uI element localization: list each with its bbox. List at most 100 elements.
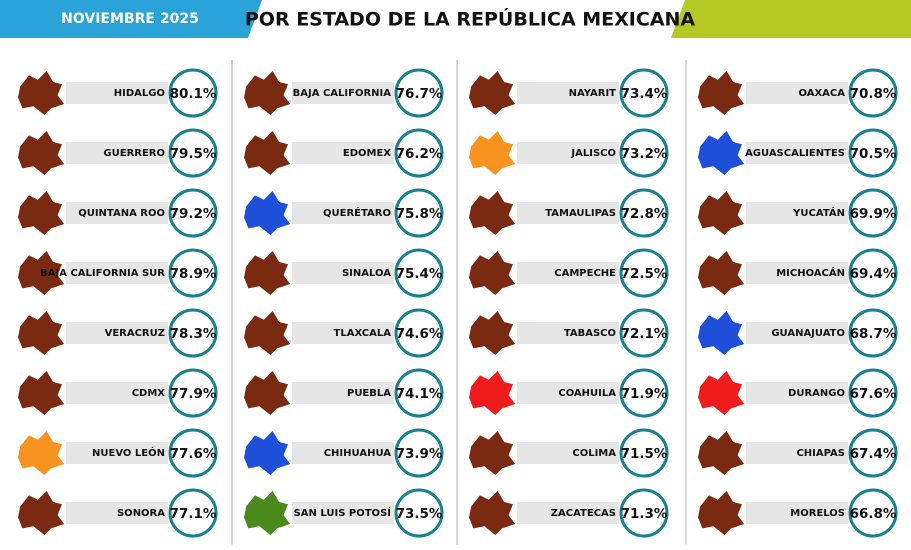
- state-name: SONORA: [117, 508, 165, 519]
- label-bar: [292, 442, 394, 464]
- value-circle: [848, 368, 898, 418]
- state-shape: [18, 131, 65, 175]
- state-name: MICHOACÁN: [776, 266, 845, 279]
- state-value: 68.7%: [850, 326, 897, 342]
- state-value: 73.2%: [621, 146, 668, 162]
- label-bar: [517, 262, 619, 284]
- label-bar: [746, 142, 848, 164]
- label-bar: [746, 82, 848, 104]
- state-name: AGUASCALIENTES: [745, 148, 845, 159]
- state-shape: [244, 131, 291, 175]
- label-bar: [746, 502, 848, 524]
- state-value: 77.6%: [170, 446, 217, 462]
- state-value: 72.8%: [621, 206, 668, 222]
- state-value: 74.6%: [396, 326, 443, 342]
- state-shape: [698, 191, 745, 235]
- state-shape: [244, 251, 291, 295]
- label-bar: [66, 82, 168, 104]
- state-shape: [18, 191, 65, 235]
- label-bar: [292, 322, 394, 344]
- state-name: EDOMEX: [343, 148, 391, 159]
- state-shape: [18, 311, 65, 355]
- label-bar: [66, 202, 168, 224]
- state-shape: [698, 311, 745, 355]
- label-bar: [517, 382, 619, 404]
- state-shape: [698, 71, 745, 115]
- state-shape: [469, 311, 516, 355]
- value-circle: [394, 128, 444, 178]
- value-circle: [848, 488, 898, 538]
- state-value: 76.7%: [396, 86, 443, 102]
- value-circle: [394, 368, 444, 418]
- state-value: 75.4%: [396, 266, 443, 282]
- value-circle: [619, 428, 669, 478]
- state-value: 73.4%: [621, 86, 668, 102]
- value-circle: [168, 368, 218, 418]
- state-shape: [244, 431, 291, 475]
- state-value: 71.9%: [621, 386, 668, 402]
- label-bar: [66, 262, 168, 284]
- value-circle: [394, 428, 444, 478]
- state-name: COLIMA: [572, 448, 616, 459]
- label-bar: [66, 142, 168, 164]
- state-value: 70.5%: [850, 146, 897, 162]
- state-value: 73.5%: [396, 506, 443, 522]
- state-name: CDMX: [132, 388, 166, 399]
- state-shape: [244, 371, 291, 415]
- value-circle: [168, 428, 218, 478]
- value-circle: [619, 188, 669, 238]
- state-shape: [698, 131, 745, 175]
- label-bar: [517, 202, 619, 224]
- state-value: 76.2%: [396, 146, 443, 162]
- value-circle: [848, 128, 898, 178]
- state-value: 69.9%: [850, 206, 897, 222]
- label-bar: [517, 502, 619, 524]
- state-value: 77.1%: [170, 506, 217, 522]
- state-name: MORELOS: [790, 508, 845, 519]
- label-bar: [517, 442, 619, 464]
- state-name: HIDALGO: [114, 88, 165, 99]
- value-circle: [619, 488, 669, 538]
- label-bar: [746, 322, 848, 344]
- label-bar: [292, 262, 394, 284]
- state-shape: [244, 191, 291, 235]
- state-shape: [698, 371, 745, 415]
- state-name: COAHUILA: [558, 388, 616, 399]
- label-bar: [66, 502, 168, 524]
- state-value: 71.5%: [621, 446, 668, 462]
- state-shape: [469, 71, 516, 115]
- state-name: TAMAULIPAS: [545, 208, 616, 219]
- value-circle: [848, 68, 898, 118]
- label-bar: [292, 202, 394, 224]
- label-bar: [517, 322, 619, 344]
- value-circle: [168, 308, 218, 358]
- state-name: JALISCO: [570, 148, 616, 159]
- value-circle: [619, 68, 669, 118]
- label-bar: [292, 142, 394, 164]
- state-value: 69.4%: [850, 266, 897, 282]
- state-shape: [469, 251, 516, 295]
- state-name: BAJA CALIFORNIA SUR: [40, 268, 165, 279]
- value-circle: [848, 188, 898, 238]
- value-circle: [619, 128, 669, 178]
- state-shape: [18, 251, 65, 295]
- state-name: DURANGO: [788, 388, 845, 399]
- label-bar: [66, 442, 168, 464]
- label-bar: [746, 382, 848, 404]
- state-value: 70.8%: [850, 86, 897, 102]
- state-shape: [698, 251, 745, 295]
- label-bar: [746, 262, 848, 284]
- state-value: 73.9%: [396, 446, 443, 462]
- state-value: 66.8%: [850, 506, 897, 522]
- state-shape: [698, 491, 745, 535]
- value-circle: [168, 488, 218, 538]
- accent-banner: [671, 0, 911, 38]
- state-name: QUINTANA ROO: [78, 208, 165, 219]
- state-shape: [18, 71, 65, 115]
- state-name: CAMPECHE: [554, 268, 616, 279]
- state-value: 78.3%: [170, 326, 217, 342]
- state-value: 72.5%: [621, 266, 668, 282]
- state-shape: [698, 431, 745, 475]
